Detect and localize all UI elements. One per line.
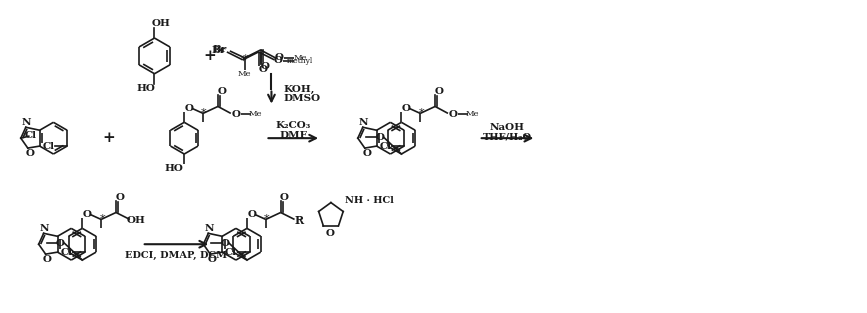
Text: DMF: DMF [279, 131, 307, 140]
Text: DMSO: DMSO [284, 94, 321, 103]
Text: O: O [375, 133, 384, 142]
Text: O: O [56, 239, 65, 248]
Text: N: N [22, 118, 31, 127]
Text: Me: Me [249, 110, 263, 118]
Text: O: O [434, 87, 444, 96]
Text: O: O [43, 254, 52, 264]
Text: Cl: Cl [379, 141, 391, 151]
Text: Cl: Cl [60, 248, 72, 257]
Text: O: O [208, 254, 217, 264]
Text: *: * [243, 54, 249, 64]
Text: Br: Br [212, 45, 227, 54]
Text: Br: Br [212, 46, 226, 55]
Text: O: O [25, 149, 35, 157]
Text: Cl: Cl [25, 131, 36, 140]
Text: K₂CO₃: K₂CO₃ [276, 121, 311, 130]
Text: Me: Me [238, 70, 251, 78]
Text: O: O [362, 149, 371, 157]
Text: N: N [40, 224, 49, 233]
Text: N: N [205, 224, 214, 233]
Text: *: * [241, 56, 246, 66]
Text: O: O [261, 62, 270, 71]
Text: O: O [221, 239, 230, 248]
Text: THF/H₂O: THF/H₂O [483, 133, 532, 142]
Text: O: O [247, 210, 257, 219]
Text: methyl: methyl [287, 57, 313, 65]
Text: NH · HCl: NH · HCl [345, 196, 394, 205]
Text: R: R [295, 215, 304, 226]
Text: O: O [82, 210, 92, 219]
Text: O: O [280, 193, 289, 202]
Text: Me: Me [466, 110, 479, 118]
Text: HO: HO [136, 84, 155, 93]
Text: O: O [402, 104, 411, 113]
Text: KOH,: KOH, [284, 85, 315, 94]
Text: O: O [274, 56, 283, 65]
Text: N: N [359, 118, 368, 127]
Text: Cl: Cl [42, 141, 55, 151]
Text: *: * [100, 213, 105, 223]
Text: EDCI, DMAP, DCM: EDCI, DMAP, DCM [126, 251, 227, 259]
Text: O: O [185, 104, 193, 113]
Text: +: + [102, 131, 115, 145]
Text: +: + [204, 49, 217, 63]
Text: OH: OH [152, 19, 171, 28]
Text: Cl: Cl [225, 248, 237, 257]
Text: *: * [201, 107, 207, 117]
Text: O: O [259, 65, 268, 74]
Text: O: O [275, 54, 284, 62]
Text: NaOH: NaOH [490, 123, 525, 132]
Text: Me: Me [293, 54, 307, 62]
Text: O: O [115, 193, 125, 202]
Text: HO: HO [165, 164, 184, 173]
Text: O: O [231, 110, 240, 119]
Text: O: O [448, 110, 458, 119]
Text: OH: OH [127, 216, 146, 225]
Text: *: * [264, 213, 270, 223]
Text: *: * [419, 107, 424, 117]
Text: O: O [325, 229, 335, 238]
Text: O: O [218, 87, 226, 96]
